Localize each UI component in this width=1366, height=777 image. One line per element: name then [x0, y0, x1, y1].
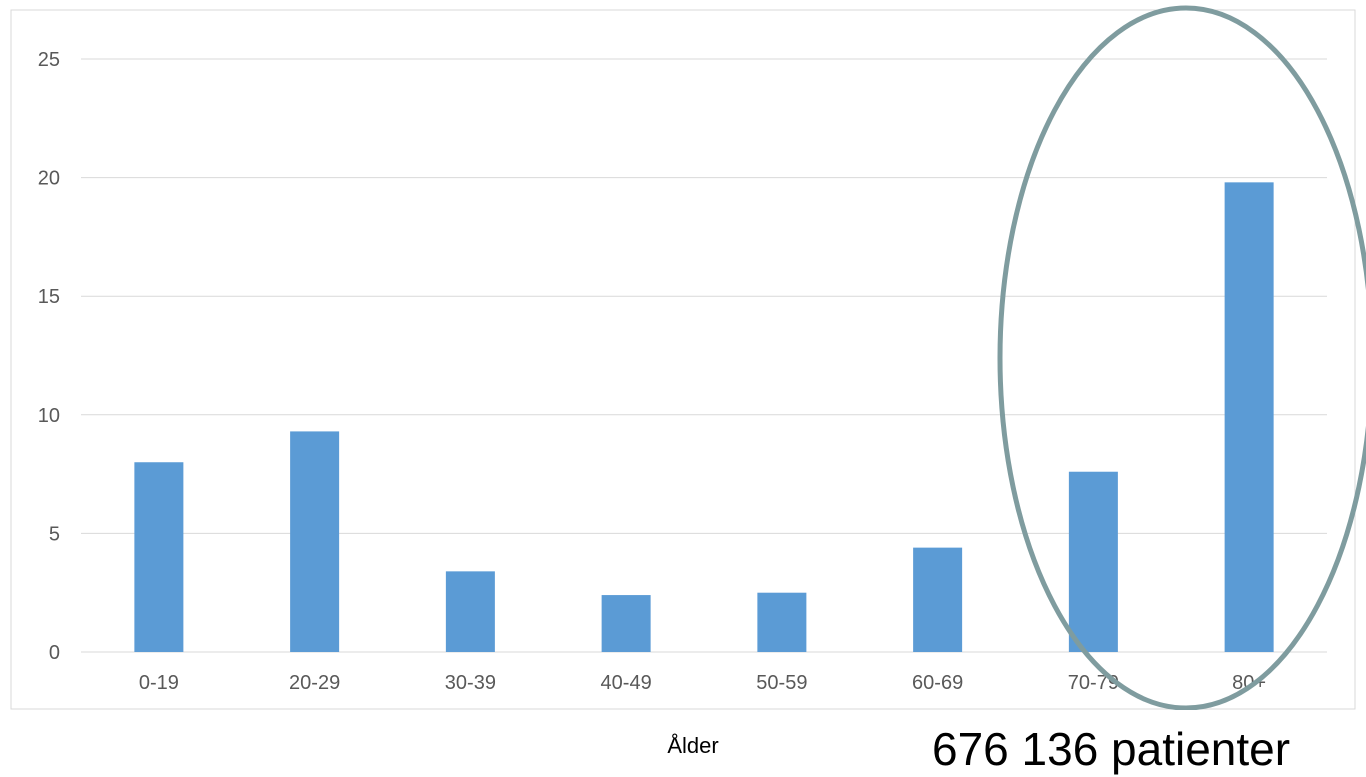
- y-tick-label: 10: [38, 405, 60, 427]
- bar-60-69: [913, 547, 963, 652]
- y-tick-label: 20: [38, 168, 60, 190]
- bar-70-79: [1068, 471, 1118, 652]
- chart-area-border: [10, 9, 1356, 710]
- bar-chart: 0 5 10 15 20 25 0-19 20-29 30-39 40-49 50-59 60-69…: [10, 5, 1366, 710]
- x-tick-label: 80+: [1232, 672, 1266, 694]
- bar-50-59: [757, 592, 807, 652]
- x-tick-label: 50-59: [756, 672, 807, 694]
- highlight-ellipse: [997, 5, 1366, 710]
- y-tick-label: 25: [38, 49, 60, 71]
- patient-count-annotation: 676 136 patienter: [932, 723, 1291, 775]
- x-tick-label: 0-19: [139, 672, 179, 694]
- bar-20-29: [290, 431, 340, 652]
- bars: [134, 182, 1274, 652]
- y-tick-label: 5: [49, 523, 60, 545]
- y-tick-label: 15: [38, 286, 60, 308]
- gridlines: [81, 58, 1327, 653]
- y-tick-label: 0: [49, 642, 60, 664]
- bar-80+: [1224, 182, 1274, 652]
- bar-30-39: [445, 571, 495, 652]
- x-tick-label: 20-29: [289, 672, 340, 694]
- x-tick-label: 60-69: [912, 672, 963, 694]
- x-axis-ticks: 0-19 20-29 30-39 40-49 50-59 60-69 70-79 80+: [139, 672, 1266, 694]
- bar-0-19: [134, 462, 184, 652]
- bar-40-49: [601, 595, 651, 652]
- y-axis-ticks: 0 5 10 15 20 25: [38, 49, 60, 664]
- x-tick-label: 70-79: [1068, 672, 1119, 694]
- x-axis-label: Ålder: [667, 733, 719, 758]
- x-tick-label: 40-49: [601, 672, 652, 694]
- x-tick-label: 30-39: [445, 672, 496, 694]
